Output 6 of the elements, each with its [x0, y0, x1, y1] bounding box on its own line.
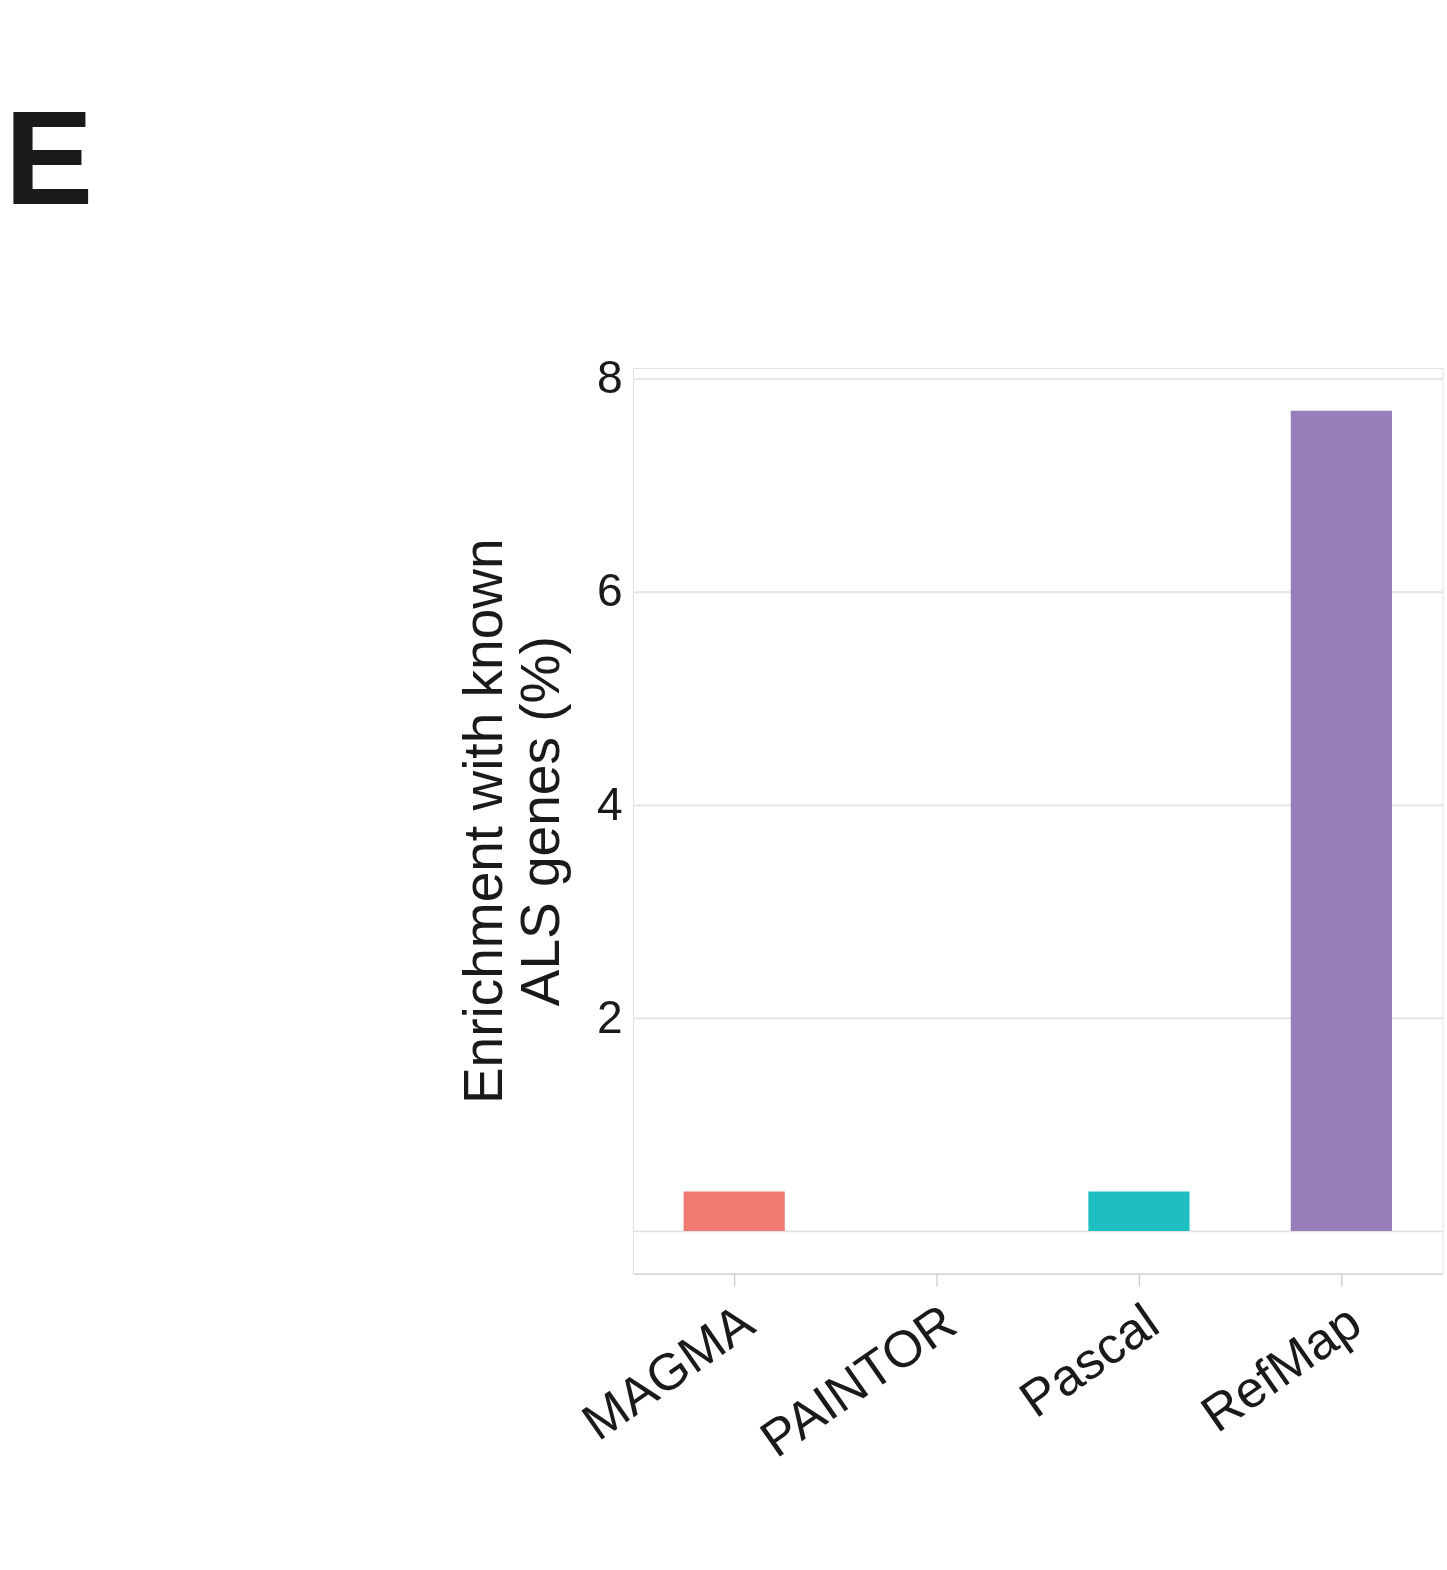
y-tick-label: 6	[597, 564, 623, 617]
chart-title: E	[4, 82, 94, 232]
y-axis-title: Enrichment with known ALS genes (%)	[452, 538, 571, 1105]
y-tick-label: 2	[597, 990, 623, 1043]
y-tick-label: 8	[597, 351, 623, 404]
y-tick-label: 4	[597, 777, 623, 830]
